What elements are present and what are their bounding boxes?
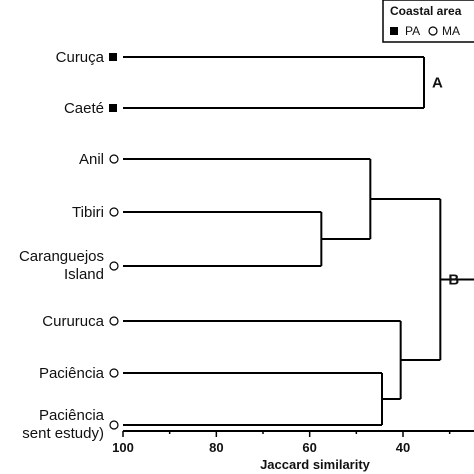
cluster-label: B [448,272,459,289]
legend-circle-marker [428,26,438,36]
leaf-label: Anil [79,151,104,168]
leaf-square-marker [109,53,117,61]
leaf-label: Island [64,266,104,283]
leaf-label: Tibiri [72,204,104,221]
leaf-label: Caranguejos [19,248,104,265]
leaf-circle-marker [109,420,119,430]
leaf-circle-marker [109,316,119,326]
cluster-labels: AB [432,75,459,289]
x-axis: 100 80 60 40 Jaccard similarity [112,430,474,472]
leaf-label: Curuça [56,49,105,66]
leaf-circle-marker [109,154,119,164]
legend-item-ma: MA [442,24,460,38]
leaf-label: Caeté [64,100,104,117]
leaf-square-marker [109,104,117,112]
legend: Coastal area PA MA [382,0,474,43]
leaf-circle-marker [109,368,119,378]
x-tick-label: 80 [209,440,223,455]
dendrogram-links [123,56,474,426]
leaf-circle-marker [109,261,119,271]
x-tick-label: 60 [302,440,316,455]
legend-title: Coastal area [390,4,462,18]
leaf-label: Cururuca [42,313,104,330]
x-tick-label: 100 [112,440,134,455]
legend-square-marker [390,27,398,35]
x-axis-label: Jaccard similarity [260,457,371,472]
cluster-label: A [432,75,443,92]
legend-box [382,0,474,43]
legend-item-pa: PA [405,24,420,38]
leaf-label: Paciência [39,407,105,424]
leaf-label: sent estudy) [22,425,104,442]
leaf-label: Paciência [39,365,105,382]
leaf-circle-marker [109,207,119,217]
x-tick-label: 40 [396,440,410,455]
